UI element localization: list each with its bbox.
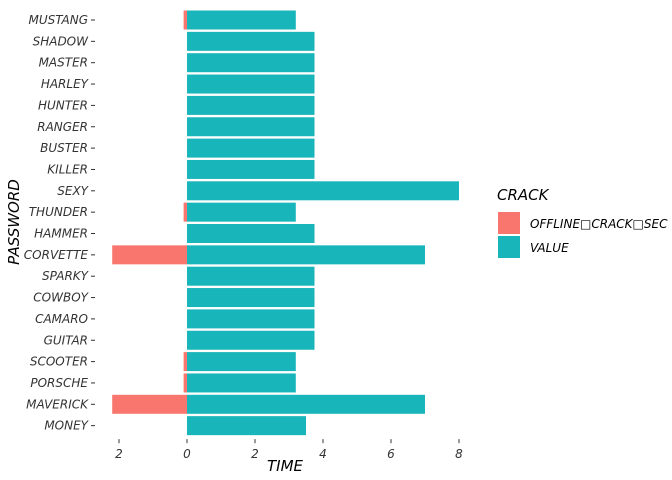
bar-offline-scooter bbox=[183, 352, 187, 372]
y-tick-label: PORSCHE bbox=[30, 376, 88, 390]
x-axis: 2 0 2 4 6 8 bbox=[115, 439, 463, 461]
bar-value-scooter bbox=[187, 352, 296, 372]
bar-offline-mustang bbox=[183, 10, 187, 30]
bar-value-maverick bbox=[187, 394, 425, 414]
y-tick-label: SPARKY bbox=[42, 269, 90, 283]
x-axis-title: TIME bbox=[267, 457, 304, 475]
x-tick-label: 6 bbox=[387, 447, 395, 461]
bar-value-guitar bbox=[187, 330, 315, 350]
y-tick-label: BUSTER bbox=[40, 141, 88, 155]
x-tick-label: 2 bbox=[115, 447, 123, 461]
bar-value-cowboy bbox=[187, 288, 315, 308]
bar-value-camaro bbox=[187, 309, 315, 329]
bar-value-sexy bbox=[187, 181, 459, 201]
y-tick-label: SCOOTER bbox=[30, 355, 88, 369]
legend-label: VALUE bbox=[530, 241, 569, 255]
y-tick-label: RANGER bbox=[37, 120, 88, 134]
x-tick-label: 2 bbox=[251, 447, 259, 461]
legend-title: CRACK bbox=[497, 186, 550, 204]
y-tick-label: KILLER bbox=[47, 162, 88, 176]
bar-value-mustang bbox=[187, 10, 296, 30]
bar-value-master bbox=[187, 53, 315, 73]
y-tick-label: COWBOY bbox=[33, 291, 89, 305]
x-tick-label: 8 bbox=[455, 447, 463, 461]
y-tick-label: MONEY bbox=[44, 419, 89, 433]
bar-offline-thunder bbox=[183, 202, 187, 222]
y-tick-label: HAMMER bbox=[34, 227, 88, 241]
bar-value-corvette bbox=[187, 245, 425, 265]
y-tick-label: CAMARO bbox=[35, 312, 88, 326]
bar-value-buster bbox=[187, 138, 315, 158]
y-tick-label: SHADOW bbox=[33, 34, 90, 48]
bar-offline-porsche bbox=[183, 373, 187, 393]
bar-offline-maverick bbox=[112, 394, 187, 414]
bar-value-hammer bbox=[187, 224, 315, 243]
y-tick-label: THUNDER bbox=[29, 205, 88, 219]
y-tick-label: HUNTER bbox=[38, 98, 88, 112]
y-axis: MUSTANG SHADOW MASTER HARLEY HUNTER RANGER BUS… bbox=[24, 13, 95, 433]
y-tick-label: HARLEY bbox=[41, 77, 90, 91]
y-tick-label: SEXY bbox=[57, 184, 89, 198]
bar-offline-corvette bbox=[112, 245, 187, 265]
bar-value-harley bbox=[187, 74, 315, 94]
bar-value-hunter bbox=[187, 95, 315, 115]
bar-value-killer bbox=[187, 159, 315, 179]
x-tick-label: 0 bbox=[183, 447, 191, 461]
bar-value-porsche bbox=[187, 373, 296, 393]
y-tick-label: MUSTANG bbox=[29, 13, 88, 27]
legend-key-value bbox=[498, 236, 520, 258]
bar-value-sparky bbox=[187, 266, 315, 286]
bar-value-thunder bbox=[187, 202, 296, 222]
legend: CRACK OFFLINE□CRACK□SEC VALUE bbox=[497, 186, 668, 258]
legend-label: OFFLINE□CRACK□SEC bbox=[530, 217, 668, 231]
legend-key-offline bbox=[498, 212, 520, 234]
bar-value-money bbox=[187, 416, 306, 436]
y-tick-label: MAVERICK bbox=[26, 397, 89, 411]
y-tick-label: CORVETTE bbox=[24, 248, 89, 262]
bar-value-shadow bbox=[187, 31, 315, 51]
y-tick-label: GUITAR bbox=[44, 333, 88, 347]
y-tick-label: MASTER bbox=[39, 56, 88, 70]
y-axis-title: PASSWORD bbox=[5, 179, 23, 265]
x-tick-label: 4 bbox=[319, 447, 327, 461]
bar-value-ranger bbox=[187, 117, 315, 137]
bars-layer bbox=[112, 10, 459, 436]
